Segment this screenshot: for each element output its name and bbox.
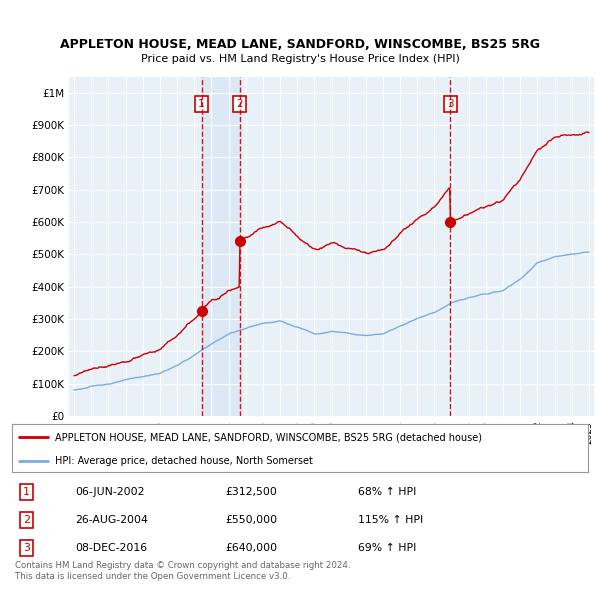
- Text: Price paid vs. HM Land Registry's House Price Index (HPI): Price paid vs. HM Land Registry's House …: [140, 54, 460, 64]
- Text: APPLETON HOUSE, MEAD LANE, SANDFORD, WINSCOMBE, BS25 5RG (detached house): APPLETON HOUSE, MEAD LANE, SANDFORD, WIN…: [55, 432, 482, 442]
- Text: 08-DEC-2016: 08-DEC-2016: [76, 543, 148, 553]
- Text: £550,000: £550,000: [225, 515, 277, 525]
- Text: HPI: Average price, detached house, North Somerset: HPI: Average price, detached house, Nort…: [55, 456, 313, 466]
- Text: Contains HM Land Registry data © Crown copyright and database right 2024.: Contains HM Land Registry data © Crown c…: [15, 561, 350, 570]
- Text: 2: 2: [23, 515, 30, 525]
- Text: 06-JUN-2002: 06-JUN-2002: [76, 487, 145, 497]
- Text: 115% ↑ HPI: 115% ↑ HPI: [358, 515, 423, 525]
- Text: 26-AUG-2004: 26-AUG-2004: [76, 515, 148, 525]
- Bar: [202, 77, 240, 416]
- Text: 3: 3: [23, 543, 30, 553]
- Text: APPLETON HOUSE, MEAD LANE, SANDFORD, WINSCOMBE, BS25 5RG: APPLETON HOUSE, MEAD LANE, SANDFORD, WIN…: [60, 38, 540, 51]
- Text: 3: 3: [447, 99, 454, 109]
- Text: 1: 1: [23, 487, 30, 497]
- Text: This data is licensed under the Open Government Licence v3.0.: This data is licensed under the Open Gov…: [15, 572, 290, 581]
- Text: 1: 1: [199, 99, 205, 109]
- Text: £312,500: £312,500: [225, 487, 277, 497]
- Text: £640,000: £640,000: [225, 543, 277, 553]
- Text: 2: 2: [236, 99, 243, 109]
- Text: 68% ↑ HPI: 68% ↑ HPI: [358, 487, 416, 497]
- Text: 69% ↑ HPI: 69% ↑ HPI: [358, 543, 416, 553]
